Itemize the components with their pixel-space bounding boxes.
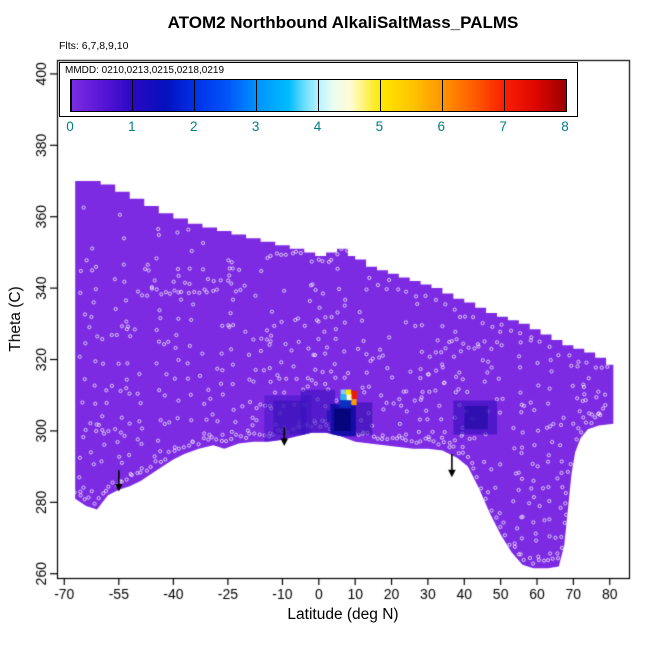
- colorbar-tick-line: [194, 80, 196, 111]
- chart-title: ATOM2 Northbound AlkaliSaltMass_PALMS: [167, 13, 519, 32]
- colorbar-tick-label: 0: [66, 119, 74, 134]
- colorbar-tick-label: 6: [437, 119, 446, 134]
- colorbar-tick-line: [132, 80, 134, 111]
- flights-note: Flts: 6,7,8,9,10: [59, 40, 129, 52]
- colorbar-label: MMDD: 0210,0213,0215,0218,0219: [65, 65, 225, 76]
- colorbar-tick-line: [379, 80, 381, 111]
- y-axis-label: Theta (C): [7, 286, 24, 352]
- colorbar-tick-line: [441, 80, 443, 111]
- colorbar-tick-label: 1: [128, 119, 136, 134]
- colorbar-tick-label: 2: [189, 119, 198, 134]
- colorbar-tick-line: [318, 80, 319, 111]
- colorbar-tick-label: 8: [561, 119, 569, 134]
- colorbar-tick-label: 7: [499, 119, 507, 134]
- colorbar-tick-label: 5: [375, 119, 384, 134]
- x-axis-label: Latitude (deg N): [287, 606, 399, 623]
- colorbar-gradient: [70, 79, 567, 112]
- colorbar-tick-line: [565, 80, 567, 111]
- colorbar-legend: MMDD: 0210,0213,0215,0218,0219: [59, 62, 578, 117]
- colorbar-tick-labels: 0 1 2 3 4 5 6 7 8: [66, 119, 569, 135]
- colorbar-tick-line: [256, 80, 258, 111]
- colorbar-tick-label: 3: [251, 119, 260, 134]
- colorbar-tick-label: 4: [313, 119, 322, 134]
- colorbar-tick-line: [70, 80, 72, 111]
- colorbar-tick-line: [503, 80, 505, 111]
